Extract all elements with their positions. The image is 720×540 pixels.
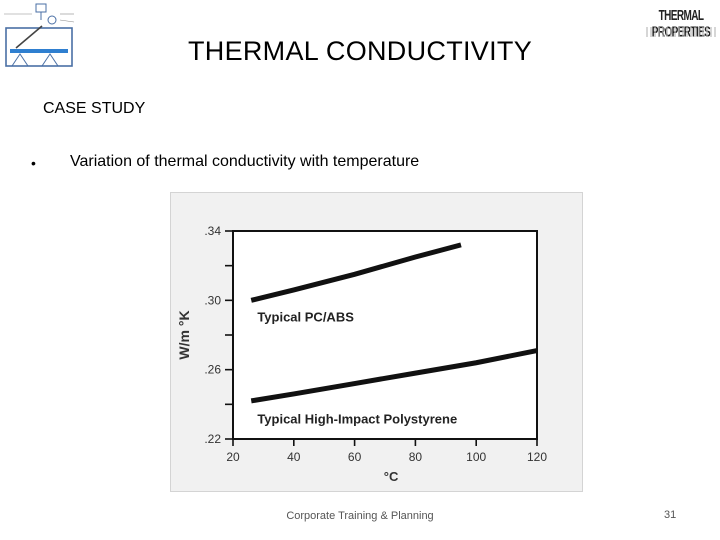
y-tick-label: .30 bbox=[204, 293, 221, 307]
x-tick-label: 80 bbox=[409, 450, 423, 464]
y-tick-label: .22 bbox=[204, 432, 221, 446]
x-tick-label: 40 bbox=[287, 450, 301, 464]
y-tick-label: .26 bbox=[204, 363, 221, 377]
brand-logo: THERMAL PROPERTIES bbox=[646, 8, 716, 42]
x-tick-label: 120 bbox=[527, 450, 547, 464]
x-tick-label: 100 bbox=[466, 450, 486, 464]
series-label-pc-abs: Typical PC/ABS bbox=[257, 309, 354, 324]
bullet-marker: • bbox=[31, 155, 36, 171]
footer-text: Corporate Training & Planning bbox=[286, 510, 434, 522]
vacuum-forming-diagram-icon bbox=[4, 3, 75, 67]
logo-reflection bbox=[646, 27, 716, 37]
x-tick-label: 60 bbox=[348, 450, 362, 464]
x-axis-label: °C bbox=[384, 469, 399, 484]
thermal-conductivity-chart: W/m °K °C .22 .26 .30 .34 20 40 60 80 100 120 Typ… bbox=[170, 192, 583, 492]
series-line-pc-abs bbox=[250, 242, 462, 303]
plot-area bbox=[232, 230, 538, 440]
chart-canvas: W/m °K °C .22 .26 .30 .34 20 40 60 80 100 120 Typ… bbox=[176, 224, 547, 484]
series-label-hips: Typical High-Impact Polystyrene bbox=[257, 412, 457, 427]
series-line-hips bbox=[250, 348, 538, 404]
y-axis-label: W/m °K bbox=[176, 310, 192, 359]
bullet-text: Variation of thermal conductivity with t… bbox=[70, 153, 420, 170]
slide-title: THERMAL CONDUCTIVITY bbox=[187, 36, 532, 66]
y-tick-label: .34 bbox=[204, 224, 221, 238]
page-number: 31 bbox=[664, 509, 677, 521]
slide-subtitle: CASE STUDY bbox=[43, 100, 146, 117]
x-tick-label: 20 bbox=[226, 450, 240, 464]
